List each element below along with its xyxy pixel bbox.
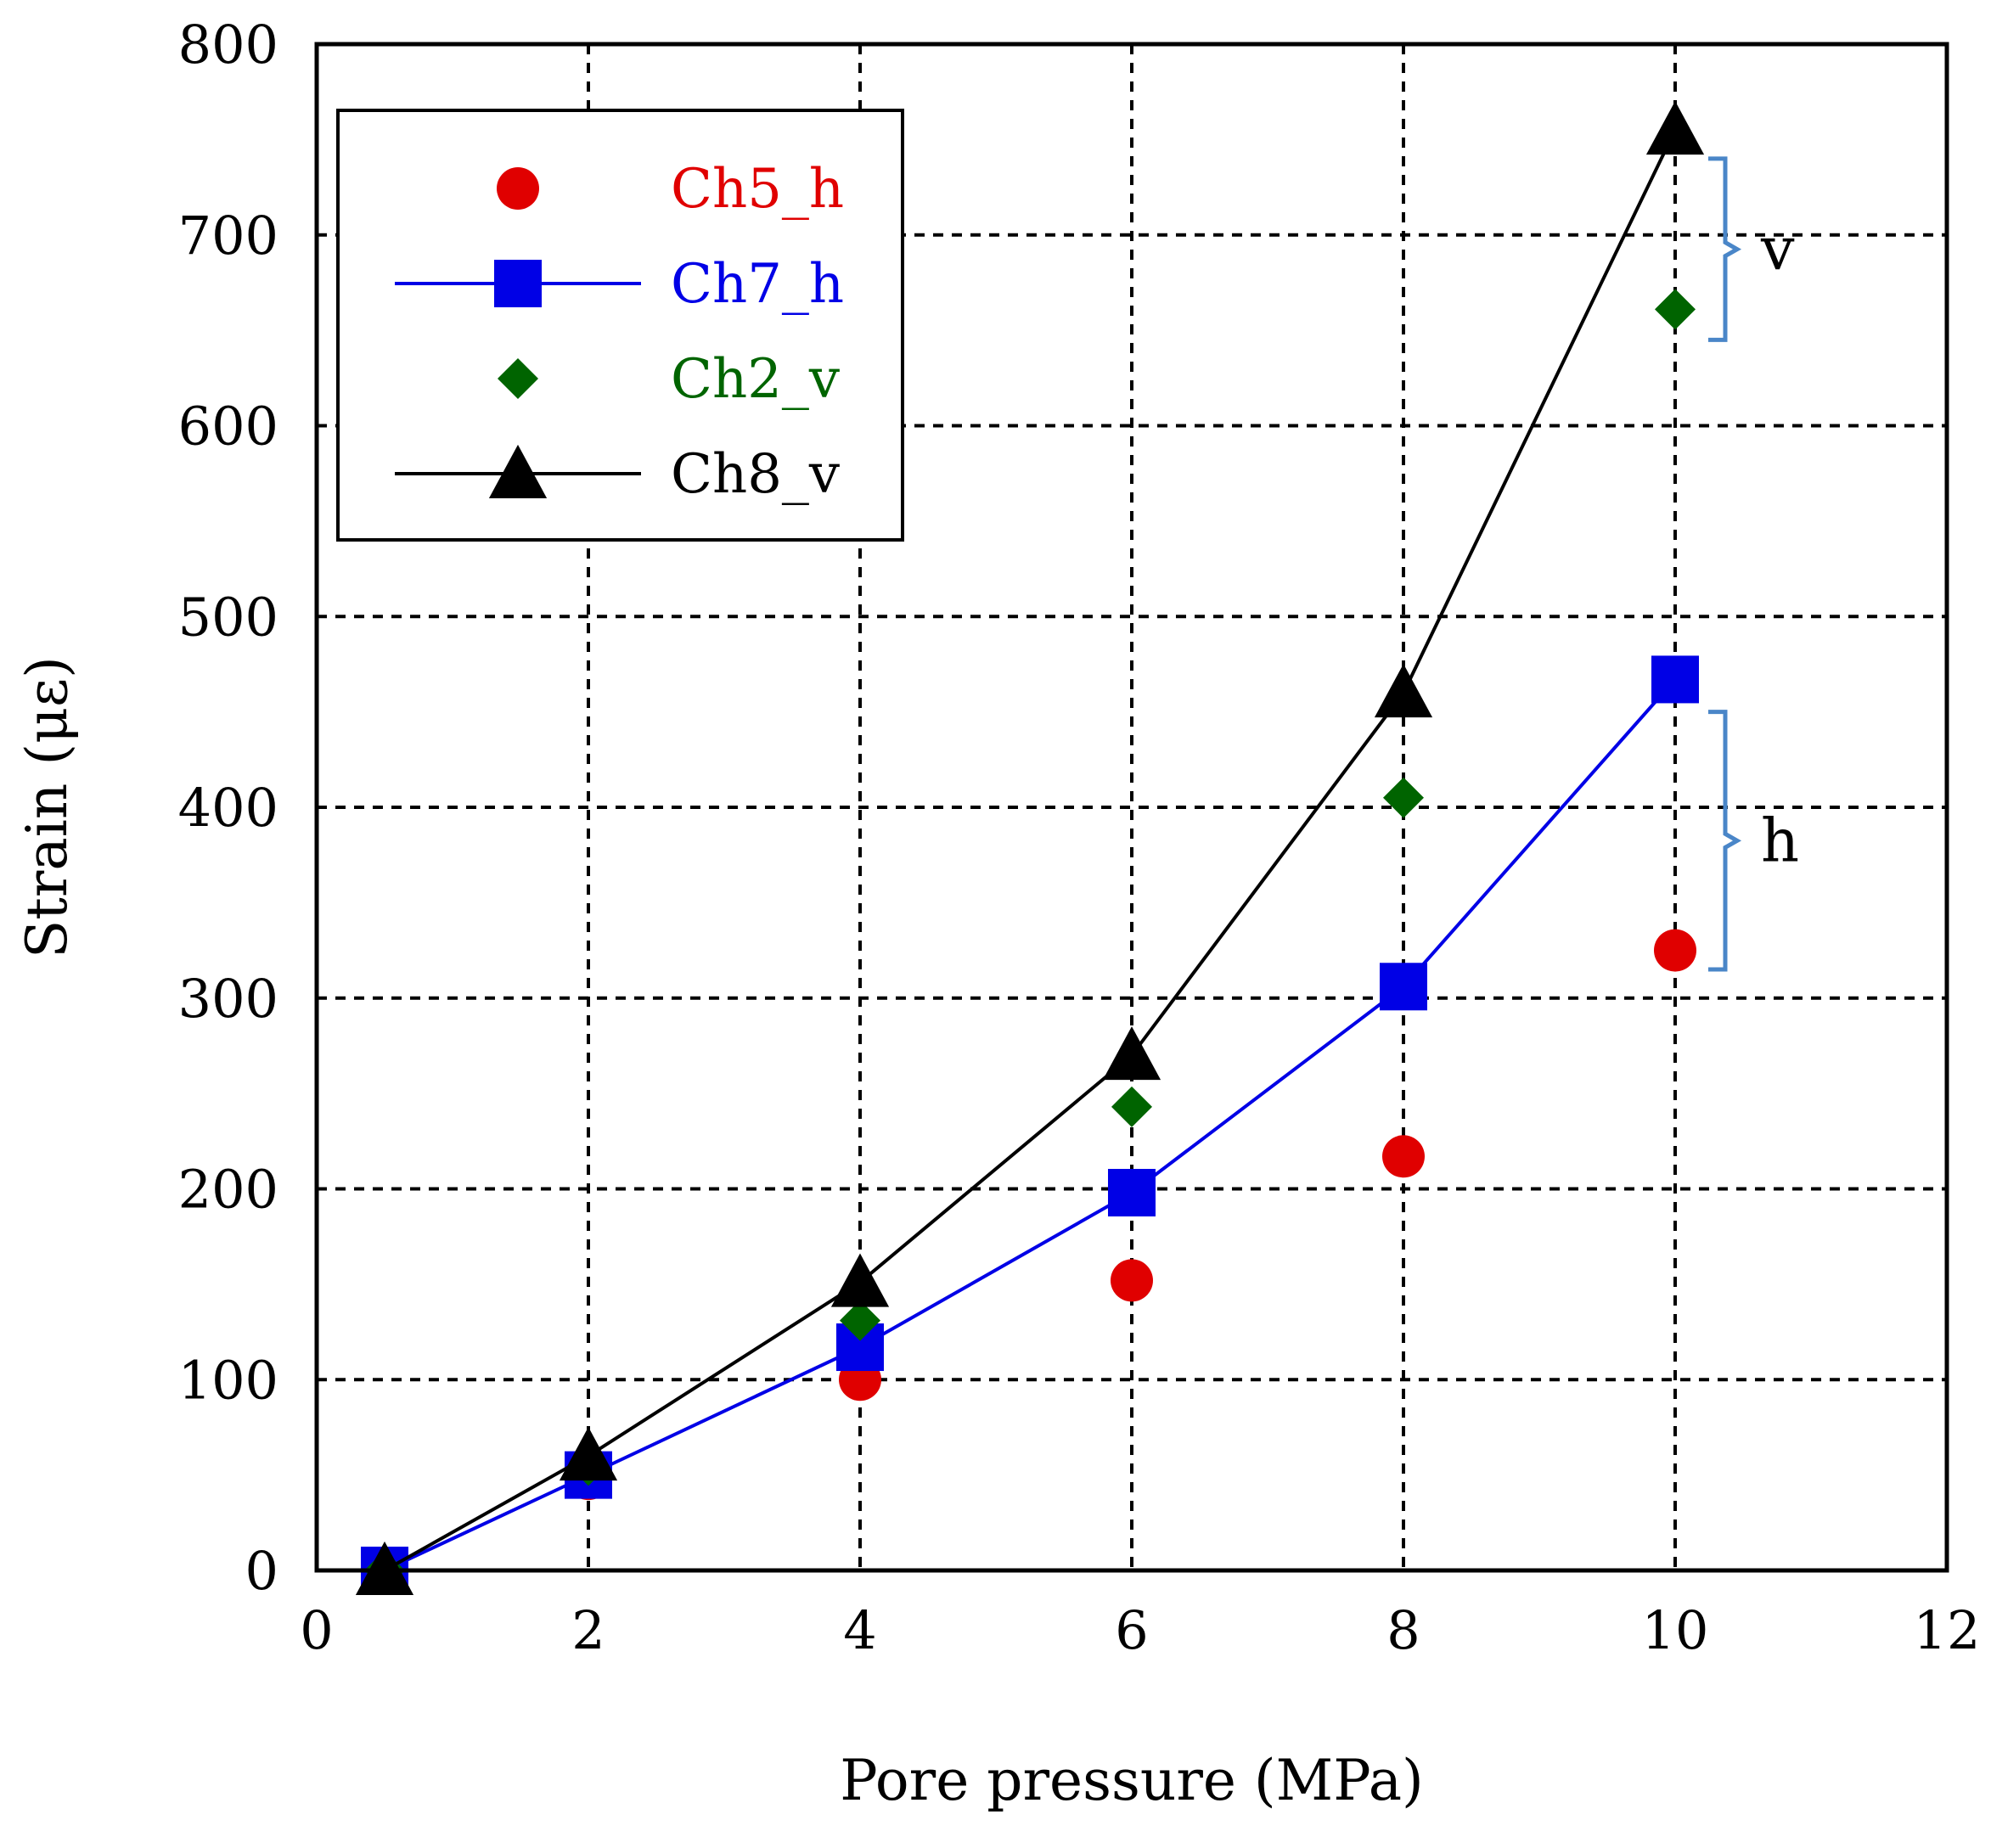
data-point <box>1654 929 1696 972</box>
annotations: vh <box>1708 156 1799 972</box>
bracket-label-h: h <box>1761 806 1799 875</box>
x-axis-title: Pore pressure (MPa) <box>840 1748 1424 1813</box>
legend-box <box>336 109 904 542</box>
data-point <box>1380 963 1427 1011</box>
plot-frame <box>314 42 1949 1573</box>
data-point <box>1102 1026 1161 1081</box>
bracket-h <box>1708 710 1742 972</box>
data-point <box>1374 664 1433 718</box>
legend-entry-Ch7_h: Ch7_h <box>395 253 844 316</box>
legend-entry-Ch5_h: Ch5_h <box>497 158 844 221</box>
x-tick-label: 8 <box>1386 1599 1420 1661</box>
x-tick-label: 6 <box>1115 1599 1148 1661</box>
x-tick-label: 4 <box>843 1599 876 1661</box>
x-tick-label: 0 <box>300 1599 333 1661</box>
legend: Ch5_h Ch7_h Ch2_v Ch8_v <box>336 109 904 542</box>
legend-entry-Ch8_v: Ch8_v <box>395 443 840 506</box>
series-Ch7_h <box>361 655 1699 1594</box>
data-point <box>1651 655 1699 704</box>
x-tick-label: 10 <box>1642 1599 1709 1661</box>
y-tick-label: 500 <box>178 586 278 648</box>
data-point <box>559 1427 618 1481</box>
bracket-v <box>1708 156 1742 342</box>
legend-label: Ch2_v <box>671 348 840 411</box>
legend-label: Ch5_h <box>671 158 844 221</box>
y-tick-label: 0 <box>245 1540 278 1602</box>
legend-marker <box>488 444 548 498</box>
y-tick-label: 700 <box>178 205 278 267</box>
data-point <box>1111 1259 1153 1302</box>
y-axis-title: Strain (με) <box>14 656 80 958</box>
data-point <box>1111 1086 1152 1127</box>
bracket-label-v: v <box>1760 215 1795 284</box>
legend-label: Ch8_v <box>671 443 840 506</box>
data-point <box>840 1300 880 1341</box>
data-point <box>355 1541 414 1595</box>
legend-label: Ch7_h <box>671 253 844 316</box>
data-point <box>1655 289 1696 330</box>
legend-entry-Ch2_v: Ch2_v <box>498 348 840 411</box>
series-Ch8_v <box>355 101 1705 1595</box>
series-Ch5_h <box>363 929 1696 1592</box>
data-point <box>1383 777 1424 818</box>
y-tick-label: 800 <box>178 14 278 76</box>
y-tick-label: 100 <box>178 1349 278 1411</box>
legend-marker <box>494 260 542 307</box>
data-point <box>1645 101 1705 155</box>
y-tick-label: 600 <box>178 396 278 458</box>
series-layer <box>355 101 1705 1595</box>
data-point <box>1108 1168 1156 1216</box>
data-point <box>1382 1135 1425 1178</box>
y-tick-label: 200 <box>178 1159 278 1221</box>
x-tick-label: 2 <box>571 1599 605 1661</box>
legend-marker <box>497 167 539 210</box>
series-line <box>384 678 1677 1572</box>
legend-marker <box>498 358 538 399</box>
tick-labels: 0 2 4 6 8 10 12 0 100 200 300 400 500 600 700 800 <box>178 14 1981 1661</box>
x-tick-label: 12 <box>1914 1599 1981 1661</box>
y-tick-label: 300 <box>178 968 278 1030</box>
data-point <box>830 1253 890 1307</box>
series-line <box>384 129 1677 1572</box>
y-tick-label: 400 <box>178 777 278 839</box>
